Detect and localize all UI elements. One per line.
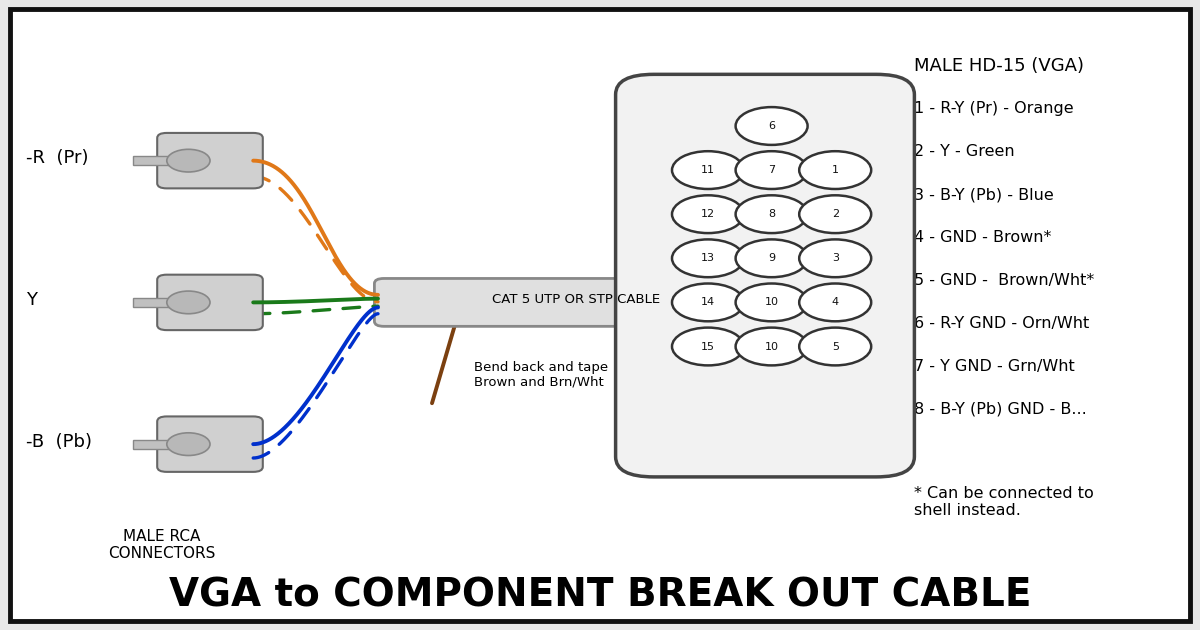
- Circle shape: [736, 107, 808, 145]
- FancyBboxPatch shape: [616, 74, 914, 477]
- Text: 4 - GND - Brown*: 4 - GND - Brown*: [914, 230, 1051, 245]
- FancyBboxPatch shape: [133, 298, 169, 307]
- Text: CAT 5 UTP OR STP CABLE: CAT 5 UTP OR STP CABLE: [492, 294, 660, 306]
- Text: 3: 3: [832, 253, 839, 263]
- Text: * Can be connected to
shell instead.: * Can be connected to shell instead.: [914, 486, 1094, 518]
- Text: -B  (Pb): -B (Pb): [26, 433, 92, 450]
- Text: 2: 2: [832, 209, 839, 219]
- Text: Bend back and tape
Brown and Brn/Wht: Bend back and tape Brown and Brn/Wht: [474, 361, 608, 389]
- Circle shape: [167, 433, 210, 455]
- Circle shape: [736, 284, 808, 321]
- FancyBboxPatch shape: [10, 9, 1190, 621]
- Text: MALE RCA
CONNECTORS: MALE RCA CONNECTORS: [108, 529, 216, 561]
- FancyBboxPatch shape: [374, 278, 802, 326]
- Text: 14: 14: [701, 297, 715, 307]
- Text: -R  (Pr): -R (Pr): [26, 149, 89, 167]
- Circle shape: [799, 328, 871, 365]
- Text: 7: 7: [768, 165, 775, 175]
- Circle shape: [799, 151, 871, 189]
- Text: 9: 9: [768, 253, 775, 263]
- Text: 8 - B-Y (Pb) GND - B...: 8 - B-Y (Pb) GND - B...: [914, 401, 1087, 416]
- FancyBboxPatch shape: [157, 133, 263, 188]
- Text: 5: 5: [832, 341, 839, 352]
- Circle shape: [167, 149, 210, 172]
- Text: 6: 6: [768, 121, 775, 131]
- Text: 13: 13: [701, 253, 715, 263]
- Text: 11: 11: [701, 165, 715, 175]
- Text: 15: 15: [701, 341, 715, 352]
- Text: 6 - R-Y GND - Orn/Wht: 6 - R-Y GND - Orn/Wht: [914, 316, 1090, 331]
- Circle shape: [672, 328, 744, 365]
- Circle shape: [736, 328, 808, 365]
- Text: 1 - R-Y (Pr) - Orange: 1 - R-Y (Pr) - Orange: [914, 101, 1074, 117]
- Circle shape: [799, 195, 871, 233]
- Circle shape: [736, 151, 808, 189]
- Circle shape: [672, 151, 744, 189]
- Text: 12: 12: [701, 209, 715, 219]
- Text: 5 - GND -  Brown/Wht*: 5 - GND - Brown/Wht*: [914, 273, 1094, 288]
- Circle shape: [799, 284, 871, 321]
- Text: Y: Y: [26, 291, 37, 309]
- FancyBboxPatch shape: [157, 275, 263, 330]
- Text: MALE HD-15 (VGA): MALE HD-15 (VGA): [914, 57, 1085, 75]
- Text: VGA to COMPONENT BREAK OUT CABLE: VGA to COMPONENT BREAK OUT CABLE: [169, 576, 1031, 614]
- Text: 2 - Y - Green: 2 - Y - Green: [914, 144, 1015, 159]
- Text: 1: 1: [832, 165, 839, 175]
- Circle shape: [736, 195, 808, 233]
- Circle shape: [167, 291, 210, 314]
- Circle shape: [736, 239, 808, 277]
- FancyBboxPatch shape: [133, 440, 169, 449]
- FancyBboxPatch shape: [133, 156, 169, 165]
- Circle shape: [799, 239, 871, 277]
- Text: 10: 10: [764, 297, 779, 307]
- Text: 4: 4: [832, 297, 839, 307]
- Text: 8: 8: [768, 209, 775, 219]
- Circle shape: [672, 284, 744, 321]
- Text: 7 - Y GND - Grn/Wht: 7 - Y GND - Grn/Wht: [914, 358, 1075, 374]
- FancyBboxPatch shape: [157, 416, 263, 472]
- Circle shape: [672, 195, 744, 233]
- Text: 3 - B-Y (Pb) - Blue: 3 - B-Y (Pb) - Blue: [914, 187, 1054, 202]
- Circle shape: [672, 239, 744, 277]
- Text: 10: 10: [764, 341, 779, 352]
